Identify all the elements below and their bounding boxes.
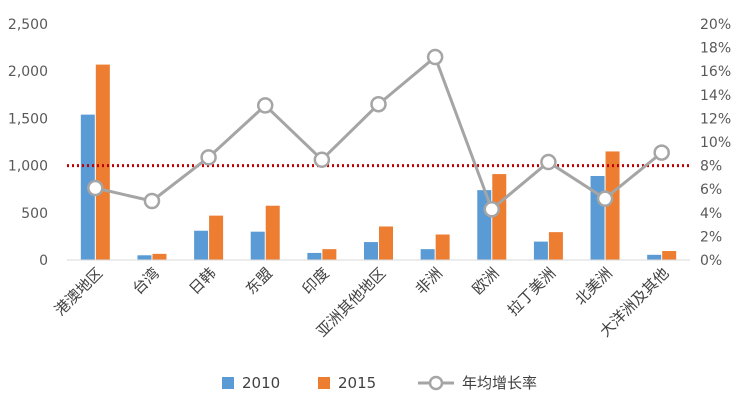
x-category-label: 非洲	[412, 264, 446, 298]
y-right-tick-label: 10%	[700, 135, 731, 151]
y-right-tick-label: 20%	[700, 17, 731, 33]
legend-label: 2015	[338, 374, 376, 392]
y-right-tick-label: 16%	[700, 64, 731, 80]
y-right-tick-label: 0%	[700, 253, 722, 269]
legend-swatch	[222, 377, 234, 389]
legend-label: 2010	[242, 374, 280, 392]
bar-2010-2	[194, 230, 209, 260]
y-right-tick-label: 2%	[700, 229, 722, 245]
y-left-tick-label: 2,500	[8, 17, 48, 33]
y-right-tick-label: 6%	[700, 182, 722, 198]
bar-2015-6	[435, 234, 450, 260]
bar-2010-4	[307, 252, 322, 260]
x-category-label: 日韩	[185, 264, 219, 298]
x-category-label: 东盟	[242, 264, 276, 298]
growth-point-6	[426, 48, 444, 66]
y-left-tick-label: 500	[21, 206, 48, 222]
growth-point-8	[540, 153, 557, 171]
growth-line	[94, 55, 663, 211]
growth-point-5	[370, 95, 387, 113]
growth-point-2	[200, 149, 217, 166]
y-left-tick-label: 1,000	[8, 159, 48, 175]
growth-line-group	[87, 48, 670, 218]
growth-point-10	[653, 144, 670, 161]
tick-labels-group: 0 500 1,000 1,500 2,000 2,500 0% 2% 4% 6% 8% 10% 12%…	[8, 17, 731, 340]
bar-2015-4	[322, 249, 337, 260]
legend-item-1: 2015	[318, 374, 376, 392]
x-category-label: 北美洲	[571, 264, 616, 309]
x-category-label: 欧洲	[469, 264, 503, 298]
bar-2015-3	[265, 205, 280, 260]
bar-2010-5	[364, 242, 378, 260]
bar-2010-6	[420, 249, 435, 260]
y-right-tick-label: 14%	[700, 88, 731, 104]
legend-marker	[428, 375, 444, 391]
bar-2015-10	[662, 251, 677, 260]
y-right-tick-label: 18%	[700, 41, 731, 57]
y-right-tick-label: 4%	[700, 206, 722, 222]
legend: 2010 2015 年均增长率	[222, 374, 537, 392]
x-category-label: 拉丁美洲	[504, 264, 559, 319]
y-left-tick-label: 2,000	[8, 64, 48, 80]
bar-2015-0	[95, 64, 110, 260]
y-left-tick-label: 1,500	[8, 111, 48, 127]
y-left-tick-label: 0	[39, 253, 48, 269]
bar-2010-1	[137, 255, 152, 260]
growth-point-9	[596, 190, 614, 207]
growth-point-3	[256, 97, 274, 114]
growth-point-1	[143, 192, 161, 210]
bar-2015-5	[379, 226, 393, 260]
bar-series-group	[80, 64, 677, 261]
bar-2015-1	[152, 253, 167, 260]
bar-2010-3	[250, 231, 265, 260]
x-category-label: 印度	[299, 264, 333, 298]
growth-point-4	[313, 151, 331, 168]
growth-point-0	[87, 179, 104, 197]
bar-2010-8	[533, 241, 548, 260]
y-right-tick-label: 12%	[700, 111, 731, 127]
legend-swatch	[318, 377, 330, 389]
growth-point-7	[483, 201, 501, 218]
legend-item-2: 年均增长率	[418, 374, 537, 392]
bar-2015-8	[548, 232, 563, 260]
bar-2010-9	[590, 175, 605, 260]
x-category-label: 台湾	[129, 264, 163, 298]
x-category-label: 港澳地区	[51, 264, 106, 319]
legend-label: 年均增长率	[462, 374, 537, 392]
bar-2015-9	[605, 151, 620, 260]
bar-2010-10	[647, 254, 662, 260]
bar-2015-2	[209, 215, 224, 260]
legend-item-0: 2010	[222, 374, 280, 392]
y-right-tick-label: 8%	[700, 159, 722, 175]
bar-2015-7	[492, 174, 507, 260]
